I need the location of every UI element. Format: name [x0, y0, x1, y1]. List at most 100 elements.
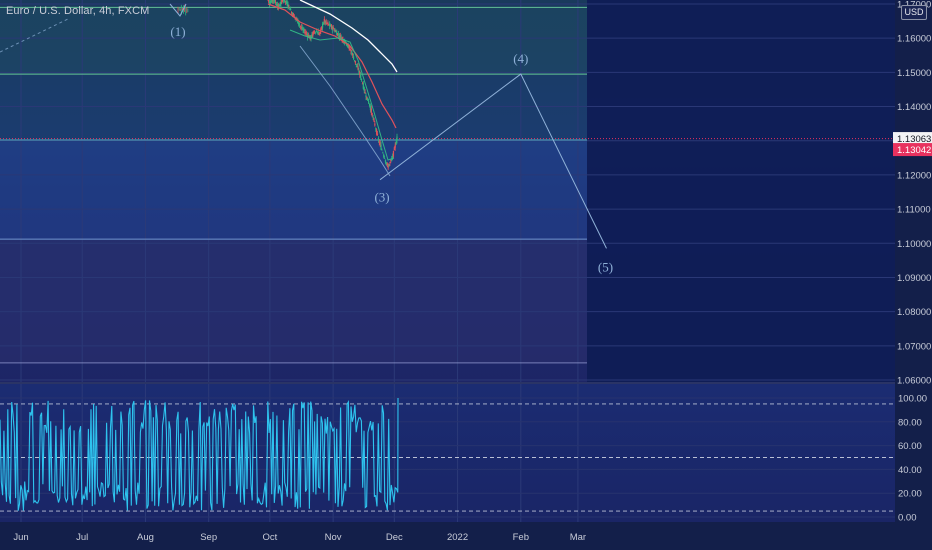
- candle-body: [371, 113, 373, 117]
- candle-body: [366, 96, 368, 100]
- price-tick-label: 1.15000: [897, 68, 931, 79]
- candle-body: [362, 83, 364, 89]
- elliott-wave: (1) (3) (4) (5): [169, 3, 613, 274]
- time-tick-label: Dec: [386, 532, 403, 543]
- axis-strip: [895, 0, 932, 550]
- candle-body: [321, 26, 323, 30]
- osc-tick-label: 60.00: [898, 441, 922, 452]
- candle-body: [297, 18, 299, 24]
- candle-body: [388, 164, 390, 167]
- candle-body: [369, 105, 372, 111]
- candle-body: [288, 5, 290, 7]
- candle-body: [313, 30, 315, 34]
- wave-label-3: (5): [598, 259, 613, 274]
- candle-body: [360, 78, 363, 81]
- candle-body: [337, 34, 340, 36]
- candle-body: [356, 65, 358, 68]
- ma-white: [299, 0, 398, 73]
- candle-body: [375, 128, 377, 130]
- candle-body: [319, 31, 321, 34]
- price-tick-label: 1.11000: [897, 205, 931, 216]
- candle-body: [354, 60, 356, 64]
- ma-green: [289, 29, 395, 161]
- candle-body: [350, 50, 352, 52]
- osc-tick-label: 100.00: [898, 394, 927, 405]
- wave-label-2: (4): [513, 51, 528, 66]
- candle-body: [329, 25, 332, 27]
- candle-body: [368, 103, 371, 106]
- osc-tick-label: 0.00: [898, 513, 917, 524]
- candle-body: [279, 4, 281, 7]
- candle-body: [368, 101, 370, 104]
- fib-zone-2: [0, 75, 587, 141]
- candle-body: [290, 12, 293, 14]
- candle-body: [387, 166, 389, 169]
- grid-lines: [0, 0, 895, 522]
- candle-body: [271, 0, 273, 3]
- candle-body: [290, 9, 292, 11]
- candle-body: [315, 31, 317, 33]
- candle-body: [314, 31, 316, 33]
- candle-body: [302, 29, 304, 31]
- candle-body: [383, 158, 386, 159]
- oscillator-line: [0, 397, 399, 511]
- chart-title: Euro / U.S. Dollar, 4h, FXCM: [6, 5, 150, 17]
- candle-body: [383, 154, 385, 157]
- time-tick-label: 2022: [447, 532, 468, 543]
- candle-body: [272, 0, 274, 2]
- candle-body: [390, 160, 392, 161]
- candle-body: [379, 142, 381, 146]
- price-tick-label: 1.07000: [897, 341, 931, 352]
- candle-body: [355, 64, 357, 65]
- candle-body: [295, 17, 297, 19]
- candle-body: [329, 23, 331, 27]
- candle-body: [341, 37, 343, 40]
- candle-body: [361, 83, 364, 85]
- currency-badge[interactable]: USD: [901, 5, 927, 20]
- candle-body: [323, 18, 325, 23]
- last-price-tag-bg: [893, 132, 932, 146]
- candle-body: [384, 159, 387, 163]
- candle-body: [382, 152, 384, 154]
- time-axis-strip: [0, 522, 932, 550]
- candle-body: [284, 0, 286, 2]
- candle-body: [337, 33, 339, 36]
- current-price-tag: 1.13042: [897, 145, 931, 156]
- time-tick-label: Aug: [137, 532, 154, 543]
- candle-body: [389, 162, 391, 164]
- candle-body: [270, 1, 272, 2]
- candle-body: [322, 22, 325, 25]
- candle-body: [300, 26, 302, 29]
- early-trendline: [0, 17, 71, 53]
- wave-1-leg: [169, 3, 187, 17]
- candle-body: [273, 0, 275, 1]
- candle-body: [312, 32, 314, 37]
- last-price-tag: 1.13063: [897, 134, 931, 145]
- candle-body: [282, 0, 284, 2]
- candle-body: [311, 34, 313, 37]
- candle-body: [373, 118, 375, 122]
- fib-zone-4: [0, 240, 587, 362]
- time-tick-label: Jul: [76, 532, 88, 543]
- candle-body: [370, 108, 372, 113]
- candle-body: [358, 71, 360, 73]
- candle-body: [306, 33, 309, 38]
- price-tick-label: 1.06000: [897, 376, 931, 387]
- candle-body: [293, 15, 295, 18]
- candle-body: [283, 0, 286, 2]
- candle-body: [395, 141, 397, 145]
- candle-body: [391, 158, 393, 160]
- candle-body: [386, 163, 388, 166]
- candle-body: [352, 56, 355, 60]
- wave-projection-line: [379, 73, 607, 249]
- price-tick-label: 1.16000: [897, 34, 931, 45]
- candle-body: [367, 97, 369, 101]
- candle-body: [276, 4, 279, 8]
- channel-line: [299, 45, 391, 177]
- current-price-tag-bg: [893, 143, 932, 157]
- candle-body: [363, 87, 365, 91]
- horizontal-levels: [0, 6, 895, 364]
- candle-body: [305, 31, 307, 34]
- candle-body: [377, 138, 379, 140]
